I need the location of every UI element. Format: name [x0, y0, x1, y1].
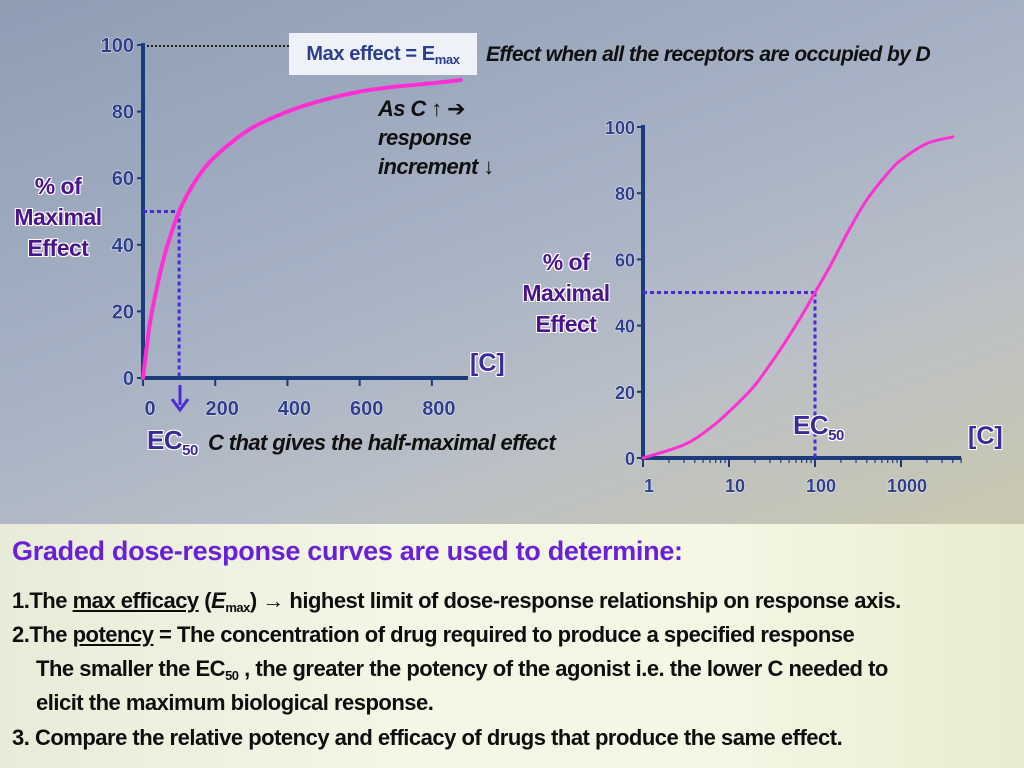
item2-rest: = The concentration of drug required to …	[153, 622, 855, 647]
right-x-tick-label: 100	[806, 476, 836, 496]
right-x-tick-label: 1000	[887, 476, 927, 496]
item1-paren: (	[198, 588, 212, 613]
receptors-note: Effect when all the receptors are occupi…	[486, 43, 931, 66]
item2-prefix: 2.The	[12, 622, 73, 647]
max-effect-label: Max effect = E	[306, 43, 435, 65]
right-y-tick-label: 40	[615, 317, 635, 337]
right-ec50-prefix: EC	[793, 410, 829, 440]
left-x-tick-label: 200	[206, 398, 239, 420]
right-x-tick-label: 1	[644, 476, 654, 496]
right-ec50-sub: 50	[828, 427, 844, 444]
log-dose-response-chart: 0 20 40 60 80 100 1 10 100 1000	[605, 118, 962, 496]
item2-line2-sub: 50	[225, 668, 239, 683]
item2-line2-prefix: The smaller the EC	[36, 656, 226, 681]
right-y-tick-label: 0	[625, 449, 635, 469]
left-x-tick-label: 0	[144, 398, 155, 420]
max-effect-subscript: max	[434, 52, 460, 67]
list-item-3: 3. Compare the relative potency and effi…	[12, 725, 843, 750]
right-x-tick-label: 10	[725, 476, 745, 496]
left-y-tick-label: 20	[112, 301, 134, 323]
left-y-tick-label: 80	[112, 102, 134, 124]
section-heading: Graded dose-response curves are used to …	[12, 536, 683, 566]
right-y-tick-label: 80	[615, 184, 635, 204]
list-item-2-line-2: The smaller the EC50 , the greater the p…	[36, 656, 888, 683]
left-ec50-sub: 50	[182, 442, 198, 459]
right-y-tick-label: 20	[615, 383, 635, 403]
right-y-tick-label: 100	[605, 118, 635, 138]
left-y-tick-label: 0	[123, 368, 134, 390]
linear-dose-response-chart: 0 20 40 60 80 100 0 200 400 600 800	[100, 35, 468, 420]
ec50-arrow-head	[170, 398, 190, 413]
left-y-tick-label: 100	[101, 35, 134, 57]
item1-sub: max	[225, 600, 250, 615]
left-y-axis-title: % of Maximal Effect	[14, 173, 102, 261]
item1-prefix: 1.The	[12, 588, 73, 613]
as-c-line-2: response	[378, 125, 472, 150]
max-effect-box: Max effect = Emax	[289, 33, 477, 75]
left-x-tick-label: 400	[278, 398, 311, 420]
list-item-1: 1.The max efficacy (Emax) → highest limi…	[12, 588, 901, 615]
left-x-tick-label: 800	[422, 398, 455, 420]
right-x-unit: [C]	[968, 422, 1003, 450]
as-c-line-3: increment ↓	[378, 154, 494, 179]
left-y-tick-label: 60	[112, 168, 134, 190]
right-ec50-label: EC50	[793, 410, 844, 444]
right-y-tick-label: 60	[615, 250, 635, 270]
item2-line2-rest: , the greater the potency of the agonist…	[238, 656, 888, 681]
item1-e: E	[211, 588, 226, 613]
bottom-panel: Graded dose-response curves are used to …	[0, 524, 1024, 768]
ec50-definition: C that gives the half-maximal effect	[208, 430, 556, 455]
max-efficacy-term: max efficacy	[72, 588, 200, 613]
list-item-2: 2.The potency = The concentration of dru…	[12, 622, 855, 648]
left-y-tick-label: 40	[112, 235, 134, 257]
as-c-line-1: As C ↑ ➔	[378, 96, 466, 121]
list-item-2-line-3: elicit the maximum biological response.	[36, 690, 434, 715]
left-x-unit: [C]	[470, 349, 505, 377]
item1-rest: ) → highest limit of dose-response relat…	[249, 588, 901, 613]
right-y-axis-title: % of Maximal Effect	[522, 249, 610, 337]
potency-term: potency	[72, 622, 154, 647]
left-x-tick-label: 600	[350, 398, 383, 420]
left-ec50-prefix: EC	[147, 425, 183, 455]
left-ec50-label: EC50	[147, 425, 198, 459]
